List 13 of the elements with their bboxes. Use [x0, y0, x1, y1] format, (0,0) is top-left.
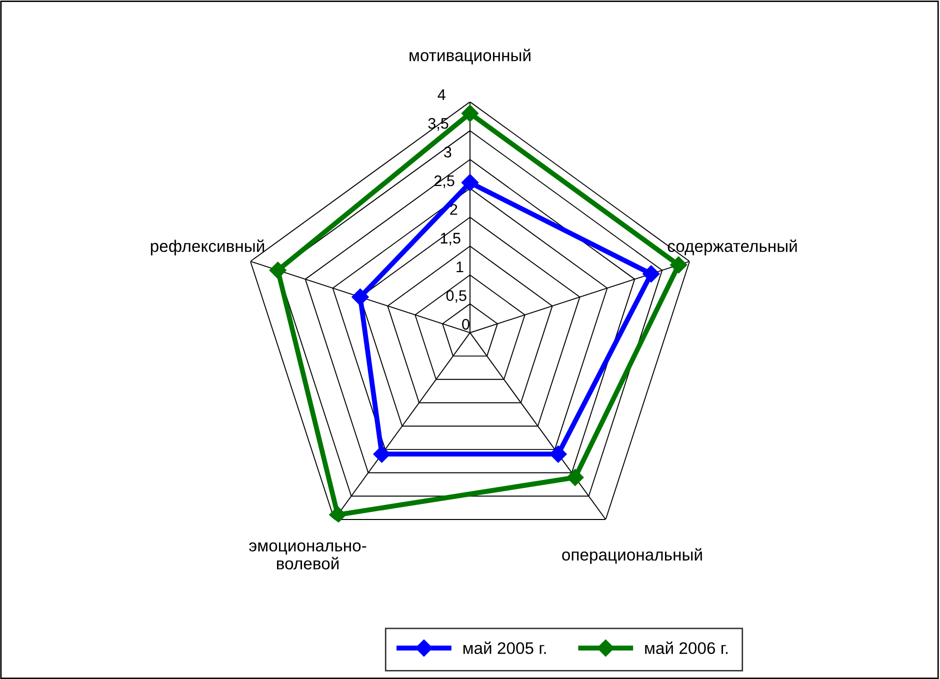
- spoke-label: содержательный: [668, 240, 797, 256]
- y-tick-label: 4: [438, 89, 446, 100]
- y-tick-label: 2: [450, 204, 458, 215]
- spoke-label: эмоционально- волевой: [249, 542, 366, 570]
- y-tick-label: 1,5: [440, 232, 460, 246]
- legend-label: май 2005 г.: [463, 642, 546, 654]
- spoke-label: рефлексивный: [150, 240, 264, 256]
- y-tick-label: 0: [462, 318, 470, 330]
- y-tick-label: 0,5: [446, 290, 466, 303]
- y-tick-label: 1: [456, 262, 464, 272]
- spoke-label: операциональный: [562, 548, 702, 564]
- spoke-label: мотивационный: [410, 48, 530, 64]
- legend-label: май 2006 г.: [645, 642, 728, 654]
